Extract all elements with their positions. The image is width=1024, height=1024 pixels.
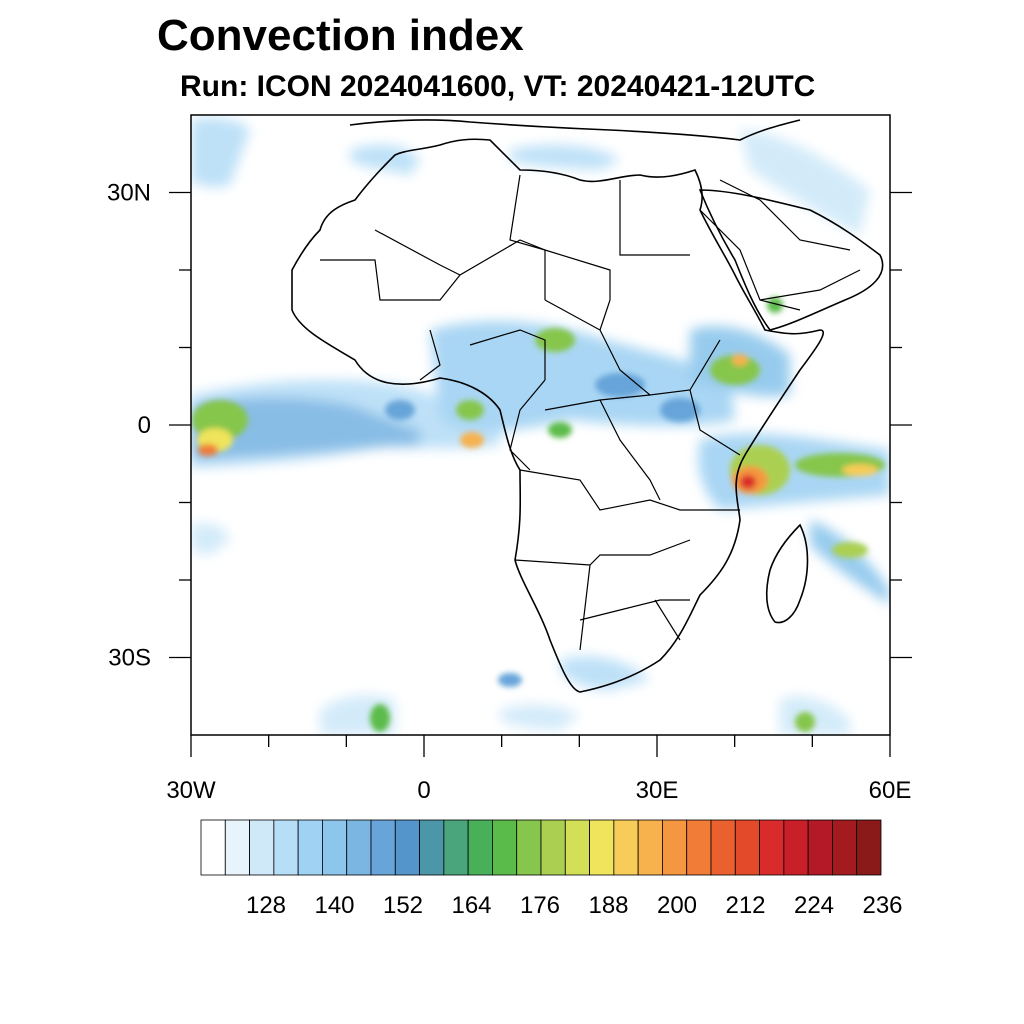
colorbar-tick-label: 164 (451, 892, 491, 919)
colorbar-swatch (419, 819, 445, 876)
colorbar-swatch (370, 819, 396, 876)
colorbar-swatch (807, 819, 833, 876)
colorbar-swatch (273, 819, 299, 876)
colorbar-swatch (297, 819, 323, 876)
colorbar-tick-label: 152 (383, 892, 423, 919)
convection-field (191, 117, 890, 735)
colorbar-swatch (759, 819, 785, 876)
colorbar-swatch (589, 819, 615, 876)
colorbar-tick-label: 140 (314, 892, 354, 919)
colorbar-swatch (662, 819, 688, 876)
colorbar-tick-label: 224 (794, 892, 834, 919)
colorbar-swatch (564, 819, 590, 876)
colorbar-tick-label: 188 (588, 892, 628, 919)
colorbar-swatch (613, 819, 639, 876)
colorbar-tick-label: 236 (862, 892, 902, 919)
lon-tick-labels: 30W 0 30E 60E (166, 777, 911, 804)
colorbar-swatch (832, 819, 858, 876)
colorbar-labels: 128 140 152 164 176 188 200 212 224 236 (246, 892, 903, 919)
colorbar-swatch (322, 819, 348, 876)
lon-tick-label: 30W (166, 777, 216, 804)
lat-tick-labels: 30N 0 30S (107, 180, 151, 672)
colorbar-tick-label: 200 (657, 892, 697, 919)
colorbar-swatch (734, 819, 760, 876)
colorbar-swatch (540, 819, 566, 876)
colorbar-swatch (467, 819, 493, 876)
colorbar (200, 819, 882, 876)
colorbar-swatch (224, 819, 250, 876)
africa-coastline (291, 138, 824, 693)
axis-ticks (169, 191, 912, 757)
colorbar-swatch (637, 819, 663, 876)
lon-tick-label: 60E (869, 777, 912, 804)
colorbar-tick-label: 128 (246, 892, 286, 919)
madagascar-coastline (765, 523, 809, 624)
colorbar-tick-label: 212 (725, 892, 765, 919)
colorbar-swatch (492, 819, 518, 876)
colorbar-tick-label: 176 (520, 892, 560, 919)
chart-title: Convection index (157, 11, 524, 60)
colorbar-swatch (394, 819, 420, 876)
coastlines (291, 119, 884, 693)
colorbar-swatch (710, 819, 736, 876)
lon-tick-label: 0 (417, 777, 430, 804)
colorbar-swatch (346, 819, 372, 876)
colorbar-swatch (443, 819, 469, 876)
lat-tick-label: 30S (108, 645, 151, 672)
colorbar-swatch (686, 819, 712, 876)
colorbar-swatch (856, 819, 882, 876)
colorbar-swatch (516, 819, 542, 876)
arabia-coastline (698, 189, 884, 331)
chart-subtitle: Run: ICON 2024041600, VT: 20240421-12UTC (180, 70, 816, 103)
europe-coastline (349, 119, 801, 141)
lat-tick-label: 0 (138, 412, 151, 439)
colorbar-swatch (200, 819, 226, 876)
colorbar-swatch (783, 819, 809, 876)
colorbar-swatch (249, 819, 275, 876)
lat-tick-label: 30N (107, 180, 151, 207)
lon-tick-label: 30E (636, 777, 679, 804)
